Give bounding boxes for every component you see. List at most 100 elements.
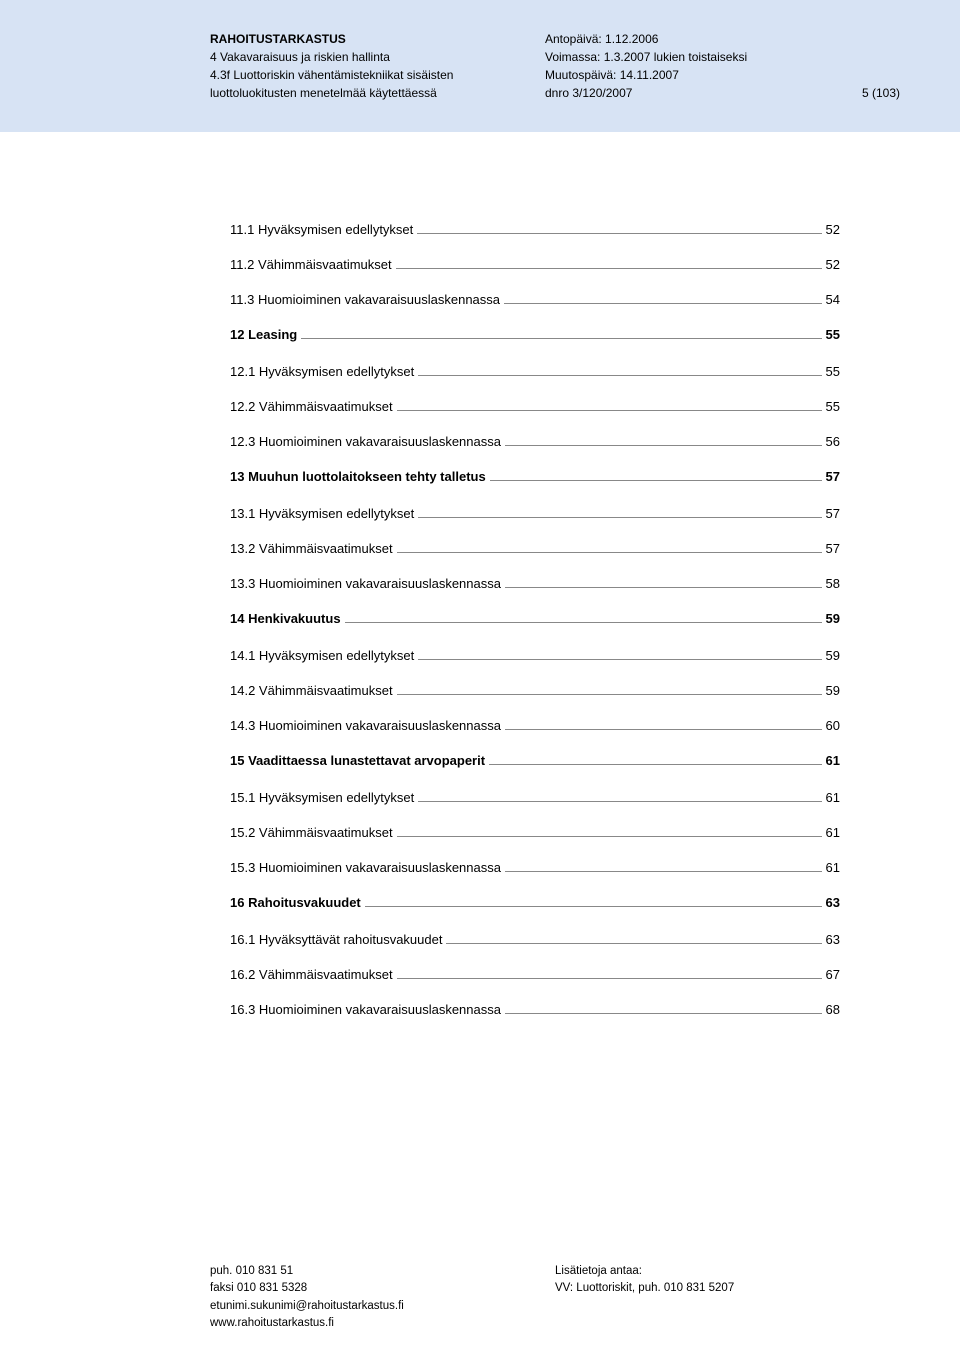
toc-leader-dots bbox=[397, 836, 822, 837]
toc-label: 14.2 Vähimmäisvaatimukset bbox=[230, 683, 393, 698]
toc-page-number: 68 bbox=[826, 1002, 840, 1017]
toc-page-number: 56 bbox=[826, 434, 840, 449]
footer-info-contact: VV: Luottoriskit, puh. 010 831 5207 bbox=[555, 1280, 840, 1297]
toc-label: 12.1 Hyväksymisen edellytykset bbox=[230, 364, 414, 379]
toc-label: 15 Vaadittaessa lunastettavat arvopaperi… bbox=[230, 753, 485, 768]
toc-leader-dots bbox=[397, 694, 822, 695]
toc-page-number: 59 bbox=[826, 611, 840, 626]
footer-phone: puh. 010 831 51 bbox=[210, 1263, 495, 1280]
toc-leader-dots bbox=[397, 552, 822, 553]
toc-page-number: 63 bbox=[826, 932, 840, 947]
toc-row: 11.2 Vähimmäisvaatimukset 52 bbox=[230, 257, 840, 272]
toc-leader-dots bbox=[505, 871, 822, 872]
toc-leader-dots bbox=[417, 233, 821, 234]
toc-label: 14.1 Hyväksymisen edellytykset bbox=[230, 648, 414, 663]
toc-page-number: 67 bbox=[826, 967, 840, 982]
toc-page-number: 61 bbox=[826, 825, 840, 840]
footer-website: www.rahoitustarkastus.fi bbox=[210, 1315, 495, 1332]
header-org: RAHOITUSTARKASTUS bbox=[210, 30, 505, 48]
header-change-date: Muutospäivä: 14.11.2007 bbox=[545, 66, 840, 84]
toc-label: 14 Henkivakuutus bbox=[230, 611, 341, 626]
toc-row: 16.2 Vähimmäisvaatimukset 67 bbox=[230, 967, 840, 982]
toc-row: 16.1 Hyväksyttävät rahoitusvakuudet 63 bbox=[230, 932, 840, 947]
footer-info-label: Lisätietoja antaa: bbox=[555, 1263, 840, 1280]
toc-leader-dots bbox=[505, 1013, 822, 1014]
toc-leader-dots bbox=[418, 375, 821, 376]
toc-row: 11.3 Huomioiminen vakavaraisuuslaskennas… bbox=[230, 292, 840, 307]
toc-row: 13 Muuhun luottolaitokseen tehty talletu… bbox=[230, 469, 840, 484]
toc-row: 13.3 Huomioiminen vakavaraisuuslaskennas… bbox=[230, 576, 840, 591]
document-footer: puh. 010 831 51 faksi 010 831 5328 etuni… bbox=[210, 1263, 840, 1332]
toc-leader-dots bbox=[396, 268, 822, 269]
toc-row: 14.1 Hyväksymisen edellytykset 59 bbox=[230, 648, 840, 663]
toc-label: 15.3 Huomioiminen vakavaraisuuslaskennas… bbox=[230, 860, 501, 875]
toc-page-number: 54 bbox=[826, 292, 840, 307]
toc-row: 12.1 Hyväksymisen edellytykset55 bbox=[230, 364, 840, 379]
toc-page-number: 61 bbox=[826, 860, 840, 875]
toc-leader-dots bbox=[504, 303, 822, 304]
toc-page-number: 55 bbox=[826, 327, 840, 342]
toc-row: 15.2 Vähimmäisvaatimukset61 bbox=[230, 825, 840, 840]
toc-page-number: 58 bbox=[826, 576, 840, 591]
toc-page-number: 52 bbox=[826, 257, 840, 272]
toc-page-number: 57 bbox=[826, 541, 840, 556]
toc-leader-dots bbox=[418, 517, 821, 518]
toc-row: 12.3 Huomioiminen vakavaraisuuslaskennas… bbox=[230, 434, 840, 449]
document-header: RAHOITUSTARKASTUS 4 Vakavaraisuus ja ris… bbox=[0, 0, 960, 132]
toc-label: 11.1 Hyväksymisen edellytykset bbox=[230, 222, 413, 237]
toc-label: 12.3 Huomioiminen vakavaraisuuslaskennas… bbox=[230, 434, 501, 449]
toc-label: 16.2 Vähimmäisvaatimukset bbox=[230, 967, 393, 982]
header-dnro: dnro 3/120/2007 bbox=[545, 84, 840, 102]
toc-label: 12 Leasing bbox=[230, 327, 297, 342]
header-section: 4 Vakavaraisuus ja riskien hallinta bbox=[210, 48, 505, 66]
header-right-block: Antopäivä: 1.12.2006 Voimassa: 1.3.2007 … bbox=[545, 30, 900, 102]
toc-row: 14 Henkivakuutus 59 bbox=[230, 611, 840, 626]
toc-leader-dots bbox=[418, 801, 821, 802]
toc-label: 13 Muuhun luottolaitokseen tehty talletu… bbox=[230, 469, 486, 484]
toc-label: 12.2 Vähimmäisvaatimukset bbox=[230, 399, 393, 414]
toc-page-number: 57 bbox=[826, 506, 840, 521]
header-left-block: RAHOITUSTARKASTUS 4 Vakavaraisuus ja ris… bbox=[210, 30, 505, 102]
toc-label: 11.2 Vähimmäisvaatimukset bbox=[230, 257, 392, 272]
toc-leader-dots bbox=[505, 729, 822, 730]
toc-label: 13.1 Hyväksymisen edellytykset bbox=[230, 506, 414, 521]
page-number: 5 (103) bbox=[862, 84, 900, 102]
toc-label: 16.1 Hyväksyttävät rahoitusvakuudet bbox=[230, 932, 442, 947]
toc-leader-dots bbox=[301, 338, 821, 339]
footer-fax: faksi 010 831 5328 bbox=[210, 1280, 495, 1297]
toc-leader-dots bbox=[505, 445, 822, 446]
toc-row: 15.3 Huomioiminen vakavaraisuuslaskennas… bbox=[230, 860, 840, 875]
toc-leader-dots bbox=[397, 410, 822, 411]
toc-leader-dots bbox=[489, 764, 821, 765]
toc-page-number: 63 bbox=[826, 895, 840, 910]
toc-row: 16.3 Huomioiminen vakavaraisuuslaskennas… bbox=[230, 1002, 840, 1017]
toc-row: 14.3 Huomioiminen vakavaraisuuslaskennas… bbox=[230, 718, 840, 733]
toc-leader-dots bbox=[505, 587, 822, 588]
toc-label: 16 Rahoitusvakuudet bbox=[230, 895, 361, 910]
toc-page-number: 59 bbox=[826, 683, 840, 698]
toc-row: 16 Rahoitusvakuudet 63 bbox=[230, 895, 840, 910]
toc-leader-dots bbox=[490, 480, 822, 481]
footer-contact: puh. 010 831 51 faksi 010 831 5328 etuni… bbox=[210, 1263, 495, 1332]
toc-row: 14.2 Vähimmäisvaatimukset 59 bbox=[230, 683, 840, 698]
toc-leader-dots bbox=[345, 622, 822, 623]
toc-page-number: 59 bbox=[826, 648, 840, 663]
toc-page-number: 57 bbox=[826, 469, 840, 484]
footer-info: Lisätietoja antaa: VV: Luottoriskit, puh… bbox=[555, 1263, 840, 1332]
header-subsection: 4.3f Luottoriskin vähentämistekniikat si… bbox=[210, 66, 505, 102]
toc-label: 15.1 Hyväksymisen edellytykset bbox=[230, 790, 414, 805]
toc-row: 11.1 Hyväksymisen edellytykset52 bbox=[230, 222, 840, 237]
toc-leader-dots bbox=[397, 978, 822, 979]
toc-row: 15.1 Hyväksymisen edellytykset 61 bbox=[230, 790, 840, 805]
toc-page-number: 55 bbox=[826, 399, 840, 414]
toc-row: 12 Leasing 55 bbox=[230, 327, 840, 342]
toc-label: 13.2 Vähimmäisvaatimukset bbox=[230, 541, 393, 556]
header-issue-date: Antopäivä: 1.12.2006 bbox=[545, 30, 840, 48]
table-of-contents: 11.1 Hyväksymisen edellytykset5211.2 Väh… bbox=[0, 132, 960, 1077]
toc-page-number: 61 bbox=[826, 790, 840, 805]
toc-label: 16.3 Huomioiminen vakavaraisuuslaskennas… bbox=[230, 1002, 501, 1017]
toc-page-number: 60 bbox=[826, 718, 840, 733]
header-valid-from: Voimassa: 1.3.2007 lukien toistaiseksi bbox=[545, 48, 840, 66]
toc-label: 14.3 Huomioiminen vakavaraisuuslaskennas… bbox=[230, 718, 501, 733]
toc-leader-dots bbox=[418, 659, 821, 660]
